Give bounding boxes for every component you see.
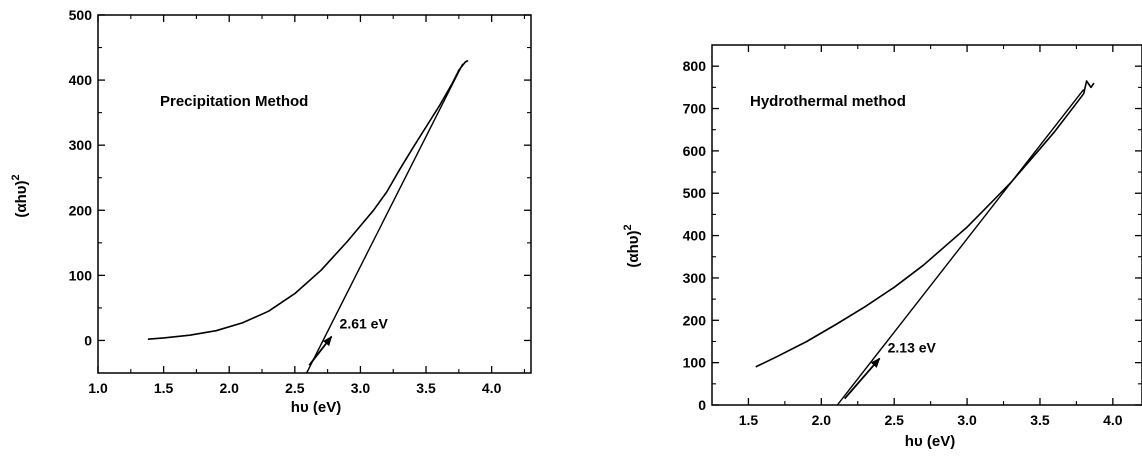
chart-panel-2: 1.5 2.0 2.5 3.0 3.5 4.0 0 100 200 300 400 500 600 700… (622, 44, 1142, 450)
x-axis-label: hυ (eV) (905, 433, 955, 450)
y-tick-label: 0 (84, 332, 92, 348)
series-line-1 (147, 59, 469, 340)
x-tick-label: 1.0 (88, 380, 108, 396)
y-axis-label: (αhυ)2 (10, 174, 30, 217)
plot-title: Hydrothermal method (750, 93, 906, 110)
x-tick-label: 3.0 (957, 412, 977, 428)
annotation-label: 2.13 eV (888, 339, 937, 355)
y-tick-label: 200 (69, 202, 93, 218)
x-tick-label: 4.0 (482, 380, 502, 396)
x-tick-label: 3.5 (1030, 412, 1050, 428)
plot-frame (711, 44, 1142, 406)
y-axis-label: (αhυ)2 (622, 224, 642, 267)
x-tick-label: 2.5 (884, 412, 904, 428)
y-tick-label: 100 (683, 355, 707, 371)
y-tick-label: 700 (683, 101, 707, 117)
series-line-1 (755, 80, 1095, 368)
plot-frame (97, 14, 532, 374)
y-tick-label: 200 (683, 312, 707, 328)
x-tick-label: 2.5 (285, 380, 305, 396)
y-tick-label: 400 (69, 72, 93, 88)
y-tick-label: 500 (69, 7, 93, 23)
x-tick-label: 3.0 (351, 380, 371, 396)
annotation-label: 2.61 eV (340, 316, 389, 332)
x-tick-label: 2.0 (219, 380, 239, 396)
tangent-line (836, 89, 1085, 406)
y-tick-label: 400 (683, 228, 707, 244)
y-tick-label: 600 (683, 143, 707, 159)
y-tick-label: 300 (683, 270, 707, 286)
y-tick-label: 800 (683, 58, 707, 74)
y-tick-label: 500 (683, 185, 707, 201)
y-tick-label: 300 (69, 137, 93, 153)
tangent-line (306, 63, 464, 374)
x-tick-label: 1.5 (154, 380, 174, 396)
y-tick-label: 100 (69, 267, 93, 283)
x-tick-label: 3.5 (416, 380, 436, 396)
chart-panel-1: 1.0 1.5 2.0 2.5 3.0 3.5 4.0 0 100 200 300 400 500 2.6… (10, 7, 532, 416)
plot-title: Precipitation Method (160, 93, 308, 110)
x-axis-label: hυ (eV) (291, 399, 341, 416)
x-tick-label: 4.0 (1103, 412, 1123, 428)
x-tick-label: 1.5 (739, 412, 759, 428)
y-tick-label: 0 (698, 397, 706, 413)
annotation-arrow (843, 357, 881, 400)
x-tick-label: 2.0 (812, 412, 832, 428)
annotation-arrow (308, 335, 333, 366)
